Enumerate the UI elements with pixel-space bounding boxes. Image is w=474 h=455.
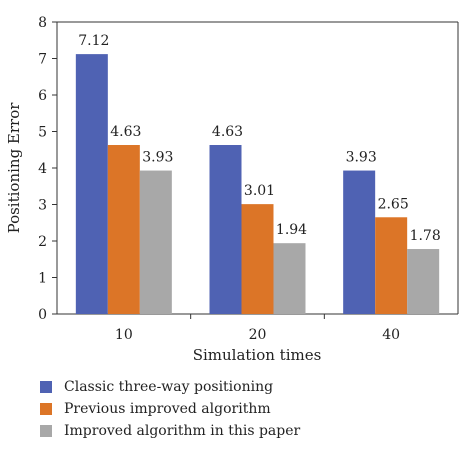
legend-item: Previous improved algorithm [40, 398, 300, 420]
x-ticks: 10 20 40 [115, 314, 400, 343]
data-label: 3.93 [142, 150, 173, 166]
data-label: 2.65 [378, 196, 409, 212]
y-tick-label: 6 [38, 88, 47, 104]
x-axis-label: Simulation times [193, 346, 322, 364]
y-tick-label: 4 [38, 161, 47, 177]
bar [407, 249, 440, 314]
legend-swatch [40, 381, 52, 393]
legend-label: Classic three-way positioning [64, 379, 274, 395]
data-label: 3.93 [346, 150, 377, 166]
bar [209, 145, 242, 314]
bar [241, 204, 274, 314]
x-tick-label: 40 [382, 327, 400, 343]
legend-label: Previous improved algorithm [64, 401, 271, 417]
legend-swatch [40, 425, 52, 437]
legend: Classic three-way positioning Previous im… [40, 376, 300, 442]
y-tick-label: 7 [38, 52, 47, 68]
bar [343, 170, 376, 314]
y-tick-label: 0 [38, 307, 47, 323]
legend-swatch [40, 403, 52, 415]
y-tick-label: 8 [38, 15, 47, 31]
bar [107, 145, 140, 314]
y-axis-label: Positioning Error [5, 102, 23, 234]
data-label: 7.12 [78, 33, 109, 49]
data-label: 1.94 [276, 222, 307, 238]
y-tick-label: 2 [38, 234, 47, 250]
y-tick-label: 1 [38, 271, 47, 287]
data-label: 3.01 [244, 183, 275, 199]
bar [273, 243, 306, 314]
bar [375, 217, 408, 314]
data-labels: 7.124.633.934.633.011.943.932.651.78 [78, 33, 441, 244]
legend-item: Improved algorithm in this paper [40, 420, 300, 442]
y-tick-label: 3 [38, 198, 47, 214]
bar [139, 170, 172, 314]
bar [75, 54, 108, 315]
legend-label: Improved algorithm in this paper [64, 423, 301, 439]
y-tick-label: 5 [38, 125, 47, 141]
bars [75, 54, 440, 315]
x-tick-label: 10 [115, 327, 133, 343]
data-label: 1.78 [410, 228, 441, 244]
y-ticks: 0 1 2 3 4 5 6 7 8 [38, 15, 57, 323]
x-tick-label: 20 [249, 327, 267, 343]
legend-item: Classic three-way positioning [40, 376, 300, 398]
data-label: 4.63 [212, 124, 243, 140]
data-label: 4.63 [110, 124, 141, 140]
